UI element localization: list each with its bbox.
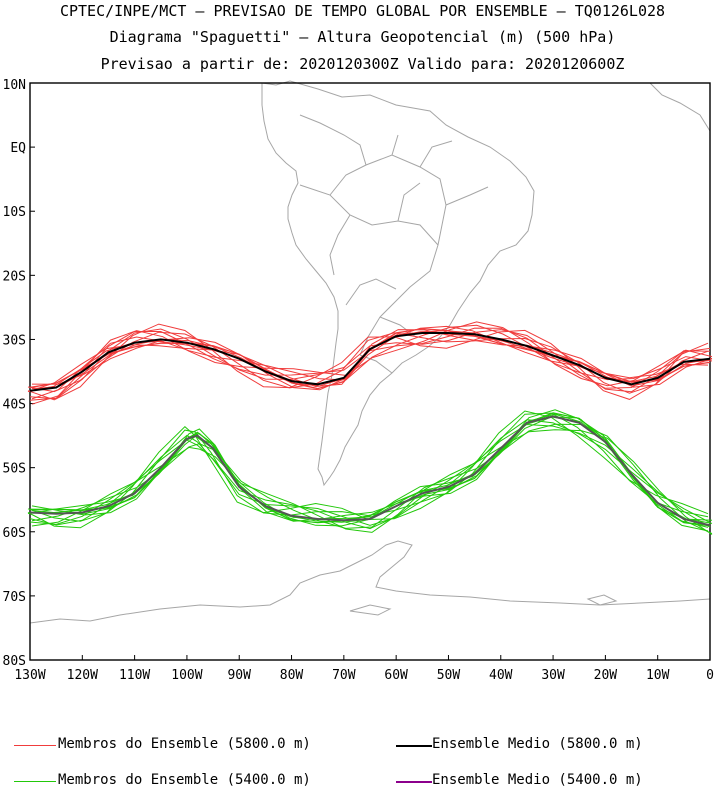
member-line-5400 bbox=[27, 410, 709, 529]
lat-tick-label: 30S bbox=[3, 333, 26, 348]
lon-tick-label: 120W bbox=[67, 668, 98, 683]
member-line-5400 bbox=[27, 416, 709, 532]
legend-label-members-5400: Membros do Ensemble (5400.0 m) bbox=[58, 772, 311, 788]
plot-frame bbox=[29, 82, 711, 661]
lon-tick-label: 80W bbox=[280, 668, 304, 683]
member-line-5800 bbox=[31, 331, 713, 390]
member-line-5800 bbox=[31, 321, 713, 405]
lat-tick-label: EQ bbox=[10, 141, 26, 156]
lat-tick-label: 60S bbox=[3, 526, 26, 541]
mean-line-5400 bbox=[29, 415, 711, 527]
africa-coast bbox=[649, 82, 711, 133]
lon-tick-label: 70W bbox=[332, 668, 356, 683]
lat-tick-label: 20S bbox=[3, 269, 26, 284]
lon-tick-label: 110W bbox=[119, 668, 150, 683]
legend-swatch-mean-5800 bbox=[396, 745, 432, 747]
legend-label-members-5800: Membros do Ensemble (5800.0 m) bbox=[58, 736, 311, 752]
latitude-axis: 10N EQ 10S 20S 30S 40S 50S 60S 70S 80S bbox=[3, 78, 35, 669]
title-line-2: Diagrama "Spaguetti" — Altura Geopotenci… bbox=[109, 28, 616, 46]
member-line-5400 bbox=[27, 412, 709, 522]
legend-label-mean-5800: Ensemble Medio (5800.0 m) bbox=[432, 736, 643, 752]
lon-tick-label: 130W bbox=[14, 668, 45, 683]
member-line-5400 bbox=[29, 412, 711, 526]
legend-swatch-members-5800 bbox=[14, 745, 56, 746]
legend-swatch-mean-5400 bbox=[396, 781, 432, 783]
member-line-5800 bbox=[31, 324, 713, 400]
ensemble-members bbox=[27, 321, 713, 535]
lon-tick-label: 90W bbox=[227, 668, 251, 683]
member-line-5400 bbox=[27, 416, 709, 528]
lon-tick-label: 60W bbox=[384, 668, 408, 683]
member-line-5400 bbox=[31, 409, 713, 522]
lat-tick-label: 40S bbox=[3, 398, 26, 413]
interior-borders bbox=[299, 114, 489, 374]
title-line-3: Previsao a partir de: 2020120300Z Valido… bbox=[100, 55, 625, 73]
member-line-5400 bbox=[29, 412, 711, 527]
antarctic-islands bbox=[349, 594, 618, 616]
member-line-5800 bbox=[27, 331, 709, 394]
lon-tick-label: 10W bbox=[646, 668, 670, 683]
title-line-1: CPTEC/INPE/MCT — PREVISAO DE TEMPO GLOBA… bbox=[59, 2, 666, 20]
lon-tick-label: 50W bbox=[437, 668, 461, 683]
lat-tick-label: 80S bbox=[3, 654, 26, 669]
lat-tick-label: 10S bbox=[3, 205, 26, 220]
lon-tick-label: 0 bbox=[706, 668, 714, 683]
legend-label-mean-5400: Ensemble Medio (5400.0 m) bbox=[432, 772, 643, 788]
longitude-axis: 130W 120W 110W 100W 90W 80W 70W 60W 50W 40W 30W 20W… bbox=[14, 655, 714, 683]
lon-tick-label: 100W bbox=[171, 668, 202, 683]
mean-line-5800 bbox=[29, 332, 711, 392]
south-america-coast bbox=[261, 80, 535, 487]
map-chart: 130W 120W 110W 100W 90W 80W 70W 60W 50W 40W 30W 20W… bbox=[3, 78, 714, 683]
member-line-5400 bbox=[31, 413, 713, 524]
legend-swatch-members-5400 bbox=[14, 781, 56, 782]
lat-tick-label: 70S bbox=[3, 590, 26, 605]
ensemble-means bbox=[29, 332, 711, 527]
member-line-5800 bbox=[31, 329, 713, 391]
lat-tick-label: 50S bbox=[3, 462, 26, 477]
coastline-layer bbox=[29, 80, 711, 624]
lat-tick-label: 10N bbox=[3, 78, 26, 93]
lon-tick-label: 30W bbox=[541, 668, 565, 683]
lon-tick-label: 20W bbox=[594, 668, 618, 683]
antarctica-coast bbox=[29, 540, 711, 624]
member-line-5400 bbox=[29, 419, 711, 526]
lon-tick-label: 40W bbox=[489, 668, 513, 683]
